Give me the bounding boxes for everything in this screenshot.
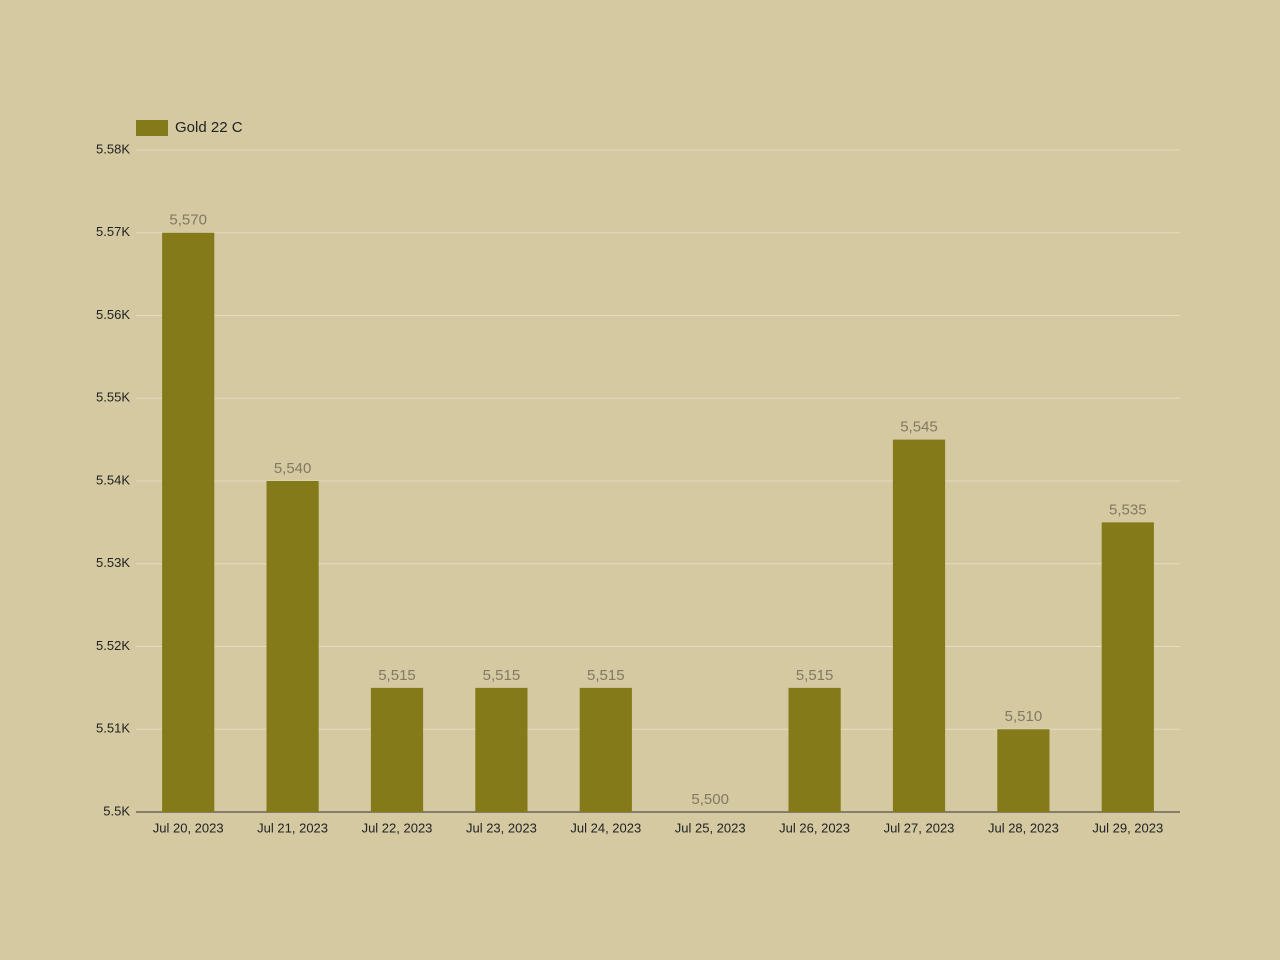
y-tick-label: 5.57K bbox=[96, 224, 130, 239]
x-tick-label: Jul 23, 2023 bbox=[466, 820, 537, 835]
y-tick-label: 5.51K bbox=[96, 721, 130, 736]
bar bbox=[370, 687, 424, 812]
x-tick-label: Jul 21, 2023 bbox=[257, 820, 328, 835]
y-tick-label: 5.54K bbox=[96, 472, 130, 487]
x-tick-label: Jul 20, 2023 bbox=[153, 820, 224, 835]
y-tick-label: 5.5K bbox=[103, 803, 130, 818]
data-label: 5,500 bbox=[691, 791, 729, 808]
x-tick-label: Jul 28, 2023 bbox=[988, 820, 1059, 835]
bar bbox=[1101, 522, 1154, 812]
data-label: 5,570 bbox=[169, 212, 207, 229]
bar bbox=[997, 729, 1050, 812]
data-label: 5,545 bbox=[900, 419, 938, 436]
data-label: 5,535 bbox=[1109, 501, 1147, 518]
bar bbox=[579, 687, 632, 812]
bar bbox=[892, 439, 946, 812]
bar bbox=[266, 481, 319, 812]
data-label: 5,510 bbox=[1005, 708, 1043, 725]
bar bbox=[475, 687, 528, 812]
y-tick-label: 5.52K bbox=[96, 638, 130, 653]
x-tick-label: Jul 24, 2023 bbox=[570, 820, 641, 835]
x-tick-label: Jul 29, 2023 bbox=[1092, 820, 1163, 835]
bar bbox=[788, 687, 841, 812]
y-tick-label: 5.55K bbox=[96, 390, 130, 405]
data-label: 5,515 bbox=[587, 667, 625, 684]
data-label: 5,515 bbox=[378, 667, 416, 684]
legend-label: Gold 22 C bbox=[175, 119, 243, 136]
data-label: 5,540 bbox=[274, 460, 312, 477]
x-tick-label: Jul 26, 2023 bbox=[779, 820, 850, 835]
x-tick-label: Jul 25, 2023 bbox=[675, 820, 746, 835]
y-tick-label: 5.56K bbox=[96, 307, 130, 322]
legend-swatch bbox=[136, 120, 168, 136]
data-label: 5,515 bbox=[796, 667, 834, 684]
y-tick-label: 5.58K bbox=[96, 141, 130, 156]
data-label: 5,515 bbox=[483, 667, 521, 684]
x-tick-label: Jul 27, 2023 bbox=[884, 820, 955, 835]
x-tick-label: Jul 22, 2023 bbox=[362, 820, 433, 835]
bar bbox=[162, 232, 215, 812]
y-tick-label: 5.53K bbox=[96, 555, 130, 570]
